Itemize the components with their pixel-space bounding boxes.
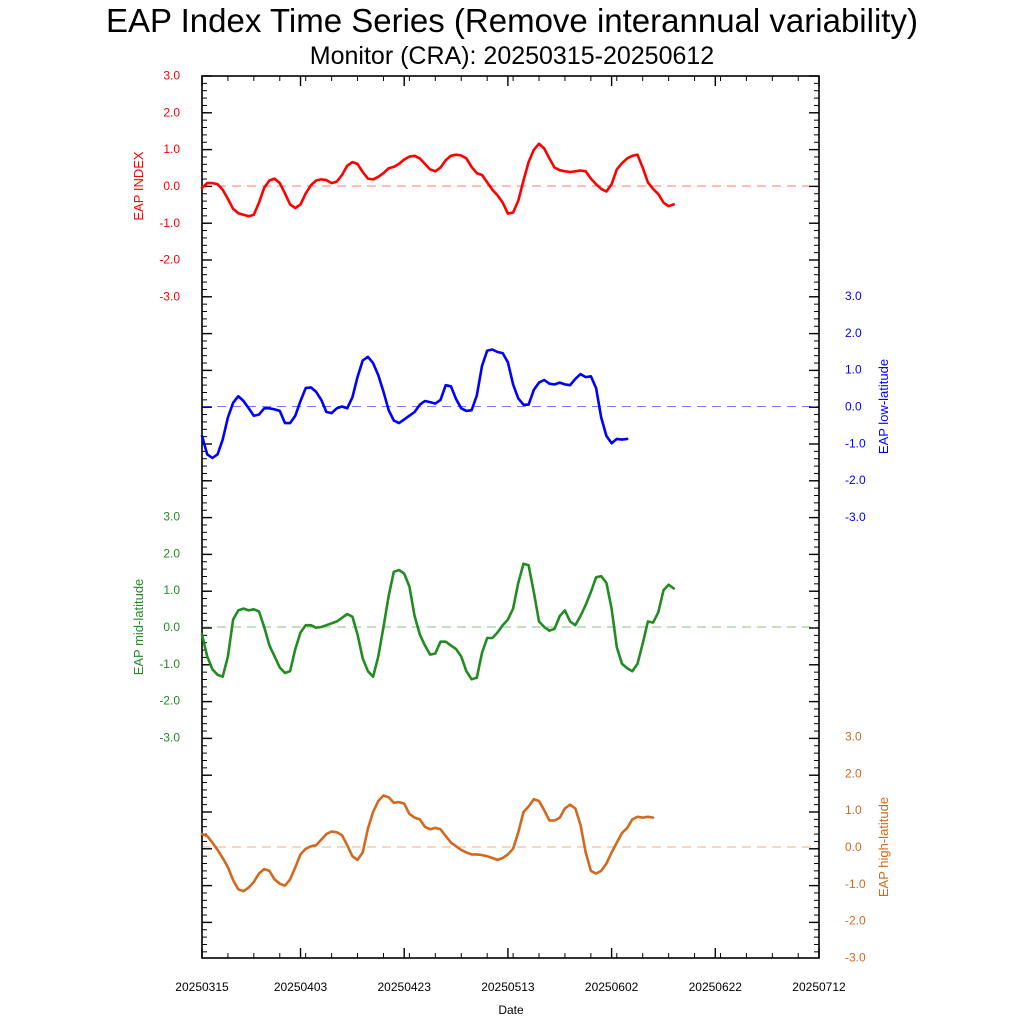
x-tick-label: 20250403 <box>274 980 328 994</box>
y-tick-label: 3.0 <box>845 730 862 744</box>
y-tick-label: 0.0 <box>163 620 180 634</box>
y-tick-label: -1.0 <box>845 877 866 891</box>
chart-marks: 20250315 20250403 20250423 20250513 20250602… <box>131 69 891 994</box>
series-line-3 <box>200 794 655 893</box>
y-axis-label: EAP low-latitude <box>876 359 891 454</box>
y-tick-label: -3.0 <box>159 730 180 744</box>
y-tick-label: -1.0 <box>159 657 180 671</box>
series-line-2 <box>200 562 676 681</box>
y-tick-label: 2.0 <box>845 326 862 340</box>
x-tick-label: 20250602 <box>585 980 639 994</box>
y-tick-label: 2.0 <box>845 766 862 780</box>
x-tick-label: 20250622 <box>689 980 743 994</box>
y-axis-label: EAP mid-latitude <box>131 579 146 676</box>
series-line-0 <box>200 142 676 218</box>
y-axis-label: EAP high-latitude <box>876 797 891 897</box>
y-tick-label: -2.0 <box>845 914 866 928</box>
y-tick-label: 2.0 <box>163 546 180 560</box>
x-tick-label: 20250513 <box>481 980 535 994</box>
y-tick-label: 1.0 <box>845 803 862 817</box>
y-tick-label: -2.0 <box>845 473 866 487</box>
y-tick-label: 0.0 <box>163 179 180 193</box>
y-tick-label: -2.0 <box>159 694 180 708</box>
y-tick-label: 3.0 <box>845 289 862 303</box>
y-tick-label: -1.0 <box>159 216 180 230</box>
y-tick-label: 0.0 <box>845 400 862 414</box>
y-tick-label: -3.0 <box>845 950 866 964</box>
chart-title: EAP Index Time Series (Remove interannua… <box>106 2 918 39</box>
y-tick-label: 3.0 <box>163 69 180 83</box>
series-line-1 <box>200 348 629 460</box>
y-tick-label: 1.0 <box>845 363 862 377</box>
y-tick-label: -3.0 <box>159 289 180 303</box>
y-tick-label: -3.0 <box>845 510 866 524</box>
y-tick-label: 0.0 <box>845 840 862 854</box>
x-tick-label: 20250712 <box>792 980 846 994</box>
chart-subtitle: Monitor (CRA): 20250315-20250612 <box>310 42 714 70</box>
y-tick-label: 1.0 <box>163 583 180 597</box>
y-tick-label: 3.0 <box>163 510 180 524</box>
y-axis-label: EAP INDEX <box>131 151 146 220</box>
y-tick-label: 2.0 <box>163 105 180 119</box>
y-tick-label: 1.0 <box>163 142 180 156</box>
x-tick-label: 20250423 <box>378 980 432 994</box>
y-tick-label: -2.0 <box>159 253 180 267</box>
x-axis-label: Date <box>498 1003 524 1017</box>
x-tick-label: 20250315 <box>175 980 229 994</box>
y-tick-label: -1.0 <box>845 436 866 450</box>
